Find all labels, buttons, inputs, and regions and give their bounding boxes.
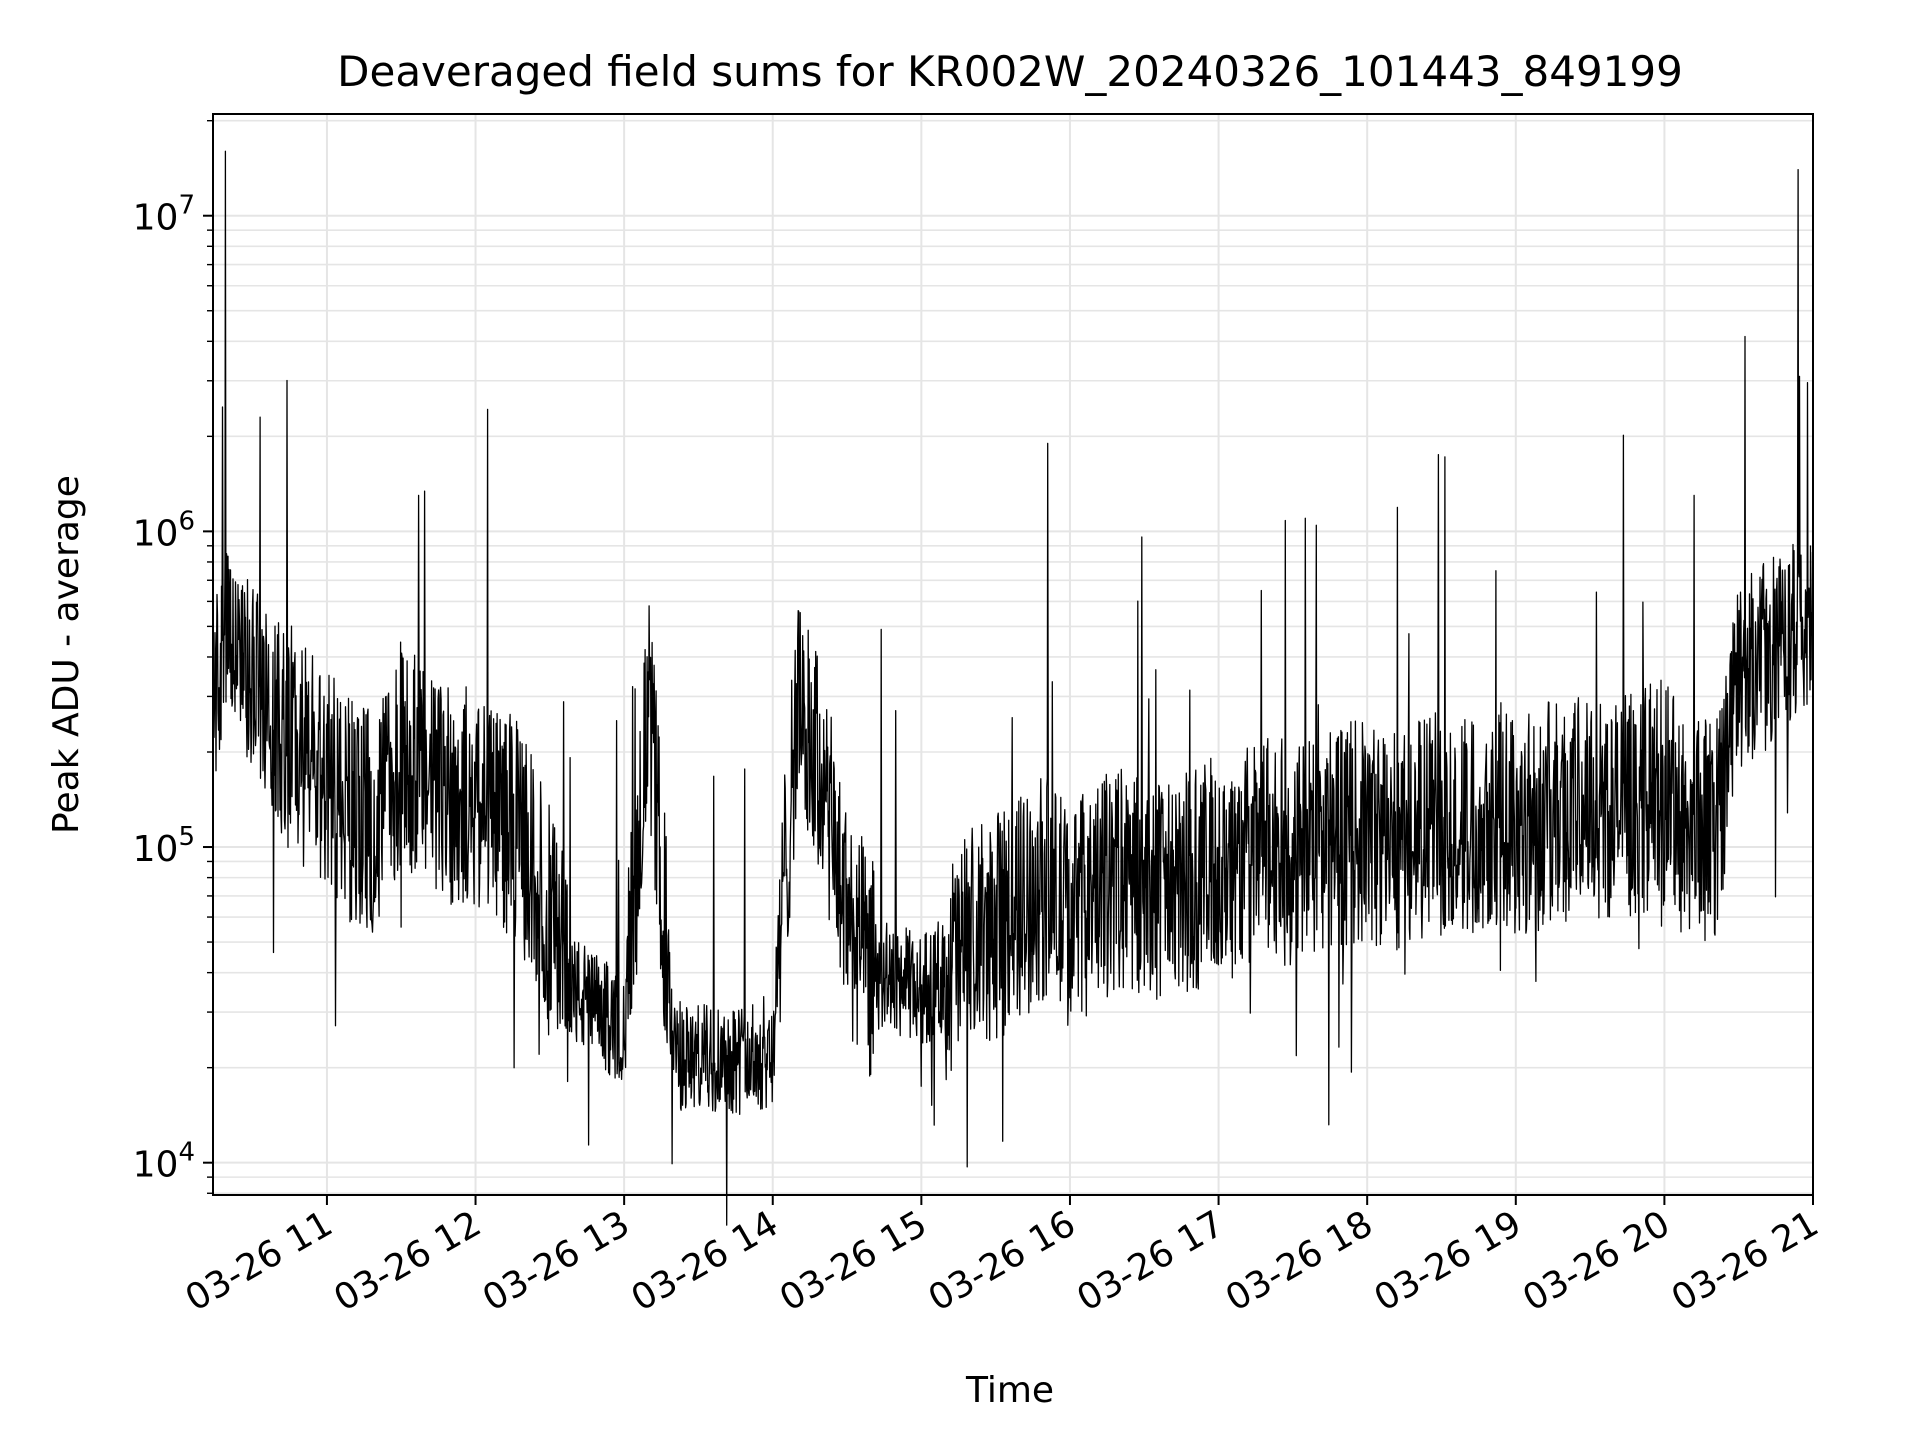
series-group <box>212 150 1814 1226</box>
series-line <box>212 150 1814 1226</box>
plot-area-frame <box>212 113 1814 1196</box>
x-axis-label: Time <box>965 1370 1054 1411</box>
y-tick-label: 107 <box>133 191 195 239</box>
y-tick-label: 104 <box>133 1138 195 1186</box>
chart-title: Deaveraged field sums for KR002W_2024032… <box>337 47 1683 96</box>
y-tick-label: 106 <box>133 506 195 554</box>
y-axis-label: Peak ADU - average <box>46 475 87 834</box>
y-tick-label: 105 <box>133 822 195 870</box>
